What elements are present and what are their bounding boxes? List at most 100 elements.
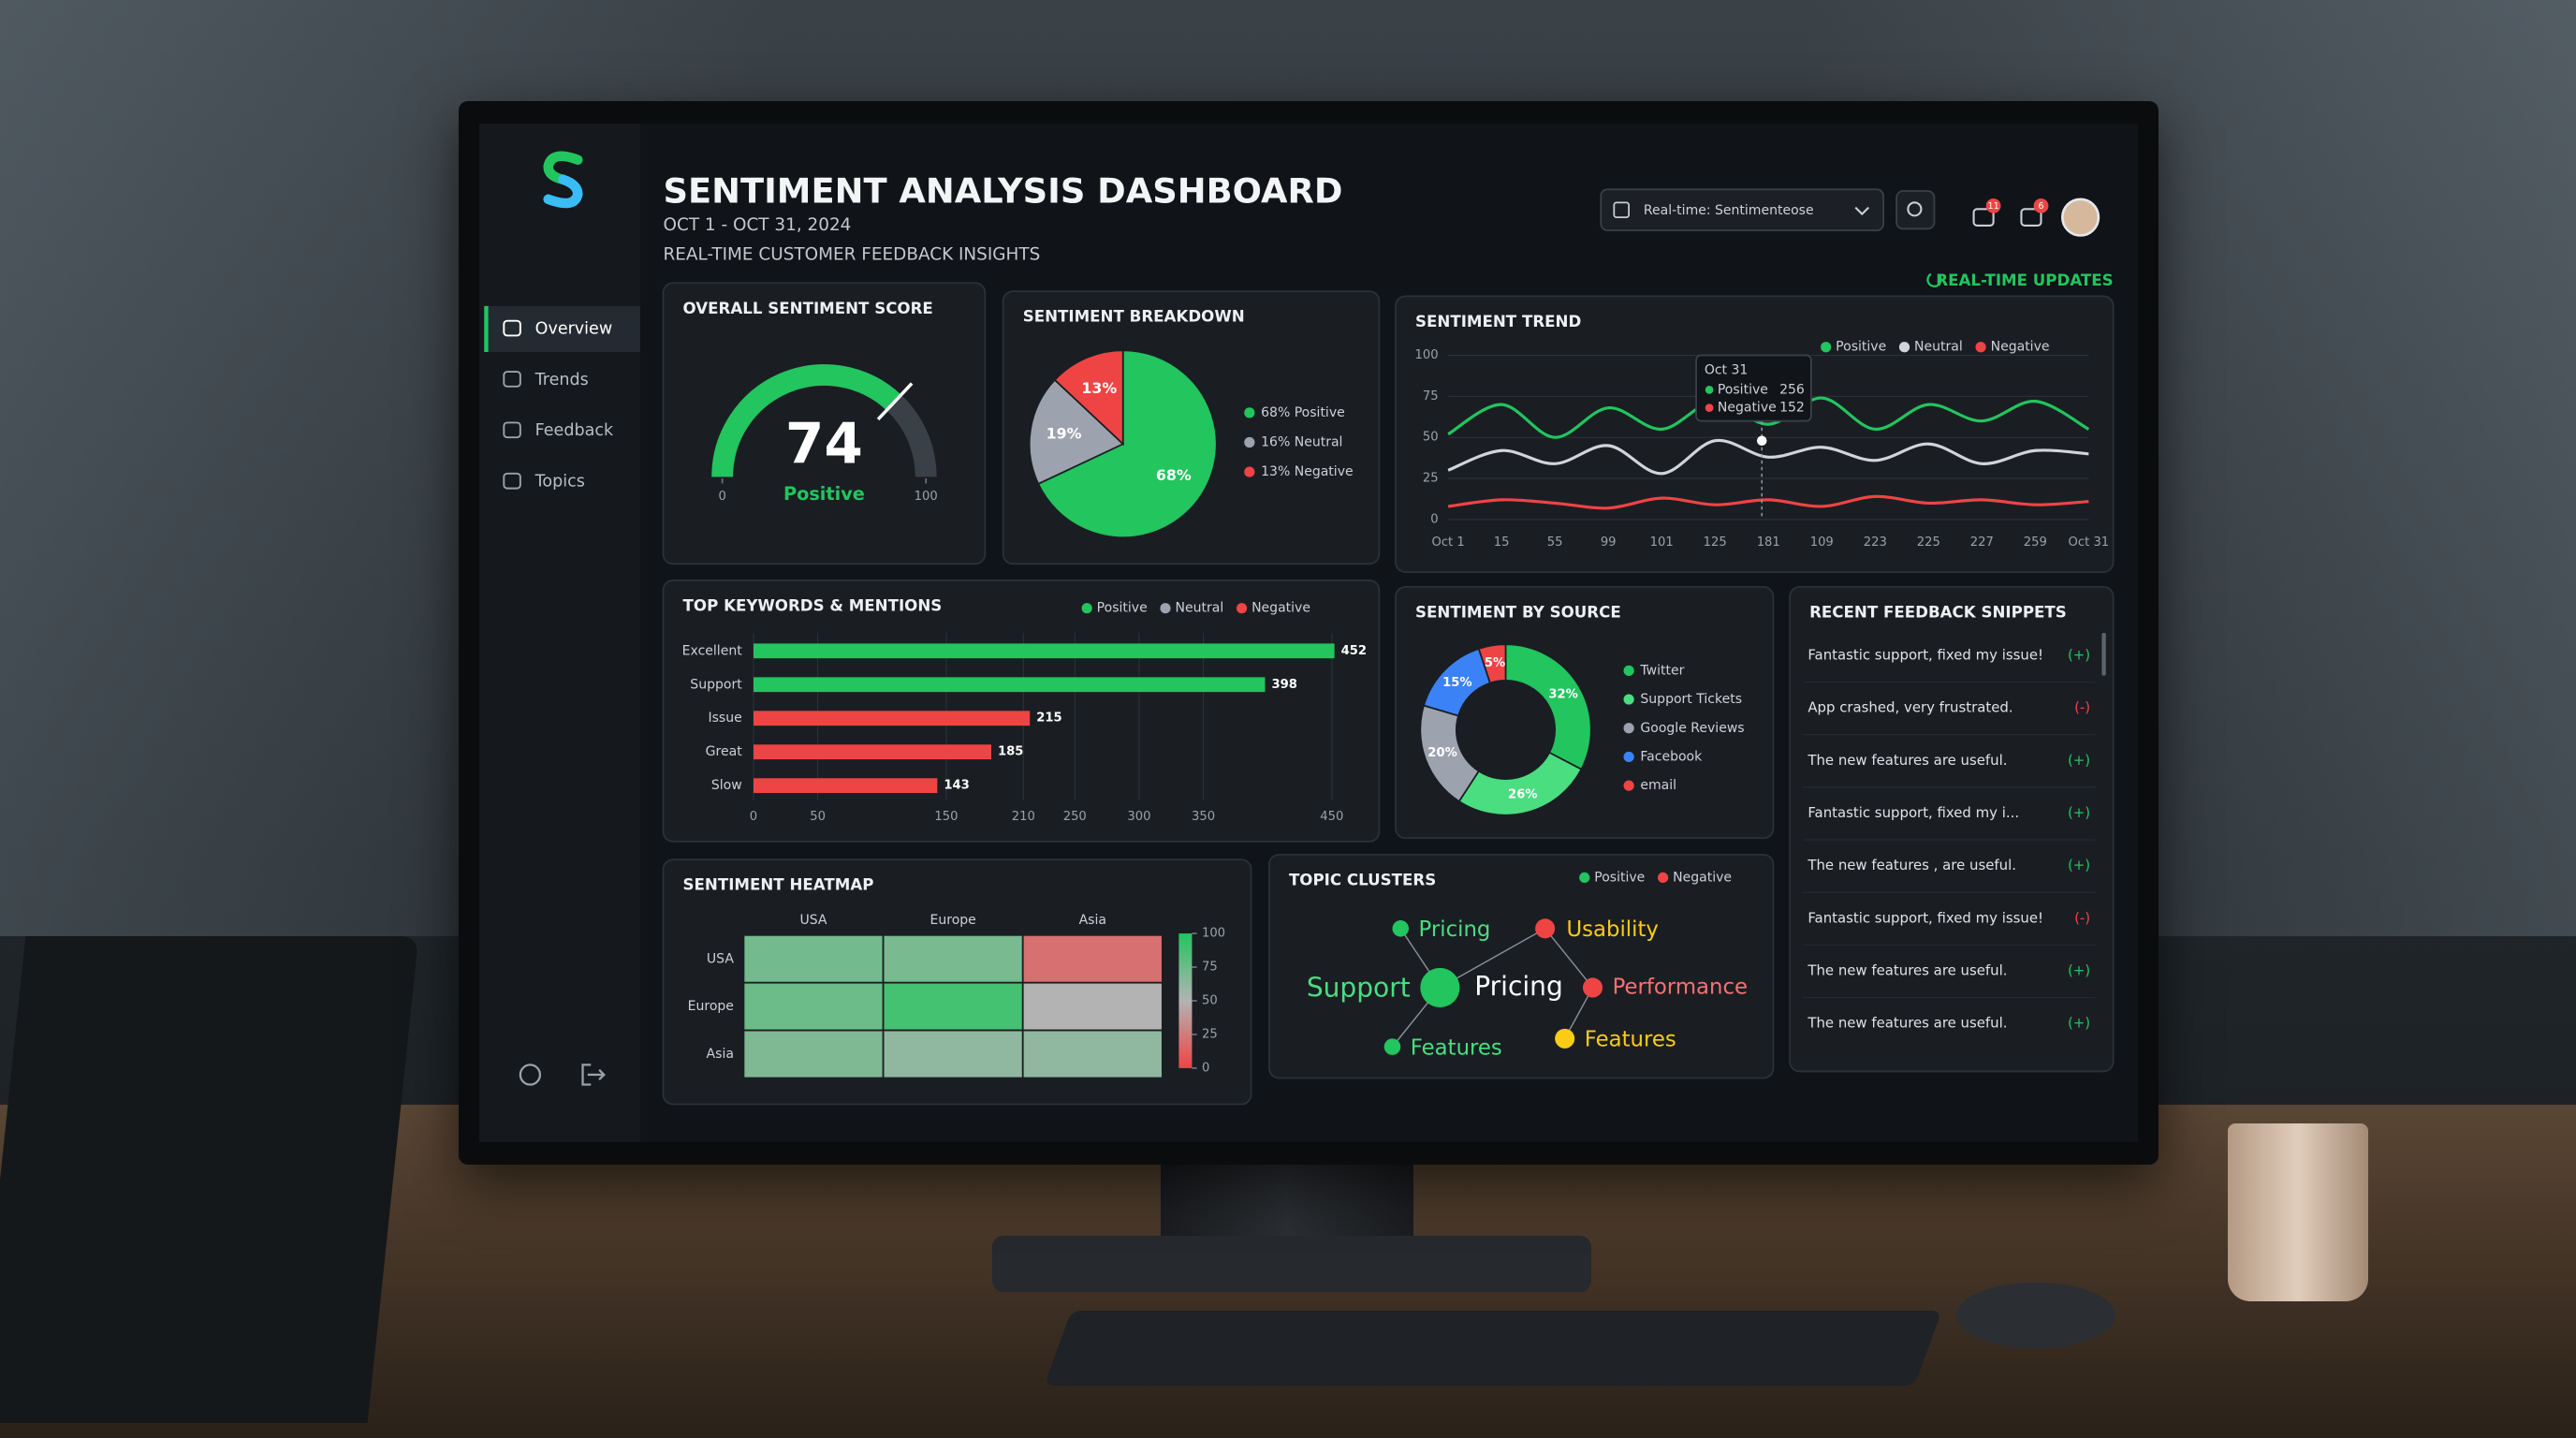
feedback-item[interactable]: The new features are useful. (+): [1807, 961, 2090, 978]
panel-title: OVERALL SENTIMENT SCORE: [683, 300, 933, 317]
bar: [753, 744, 992, 760]
cluster-label: Features: [1585, 1028, 1676, 1052]
nav-item[interactable]: Trends: [503, 371, 589, 389]
nav-item[interactable]: Overview: [484, 305, 640, 352]
cluster-label: Pricing: [1419, 917, 1491, 942]
search-button[interactable]: [1895, 190, 1936, 230]
legend-label: Positive: [1097, 601, 1148, 616]
legend-label: 68% Positive: [1261, 405, 1345, 420]
feedback-item[interactable]: The new features are useful. (+): [1807, 1015, 2090, 1032]
tooltip-title: Oct 31: [1705, 362, 1749, 377]
value-label: 452: [1341, 644, 1367, 658]
x-tick-label: 109: [1810, 536, 1834, 550]
x-tick-label: 50: [810, 810, 826, 824]
feedback-text: App crashed, very frustrated.: [1808, 699, 2012, 716]
notifications-button[interactable]: 6: [2020, 198, 2049, 227]
legend-label: 16% Neutral: [1261, 434, 1342, 449]
trend-line: [1447, 396, 2090, 439]
x-tick-label: 0: [750, 810, 757, 824]
cluster-node[interactable]: [1420, 967, 1460, 1008]
pie-slice: [1037, 349, 1218, 539]
category-label: Excellent: [682, 643, 743, 658]
gauge-value-text: 74: [785, 412, 863, 477]
panel-bg: [1789, 585, 2115, 1073]
panel-bg: [1268, 853, 1775, 1079]
legend-swatch: [1821, 342, 1832, 353]
donut-segment: [1457, 751, 1583, 816]
bar: [753, 711, 1031, 726]
legend-label: Neutral: [1914, 340, 1963, 355]
date-range: OCT 1 - OCT 31, 2024: [663, 215, 851, 235]
messages-button[interactable]: 11: [1972, 198, 2001, 227]
legend-label: Google Reviews: [1640, 721, 1744, 736]
chart-panel: SENTIMENT TREND 0 25 50 75 100 Oct 1 15 55 99 101 1…: [1395, 295, 2115, 573]
chart-panel: OVERALL SENTIMENT SCORE 74 Positive 0 100: [662, 282, 987, 565]
cluster-node[interactable]: [1383, 1038, 1401, 1055]
cluster-node[interactable]: [1582, 977, 1603, 998]
x-tick-label: 150: [934, 810, 958, 824]
cluster-node[interactable]: [1392, 920, 1410, 937]
feedback-tag: (-): [2074, 699, 2090, 716]
bar: [753, 643, 1335, 659]
y-tick-label: 0: [1430, 512, 1438, 526]
feedback-item[interactable]: The new features are useful. (+): [1807, 752, 2090, 769]
feedback-text: The new features , are useful.: [1807, 857, 2016, 873]
y-tick-label: 75: [1423, 389, 1439, 404]
scrollbar[interactable]: [2101, 633, 2106, 676]
legend-label: Neutral: [1176, 601, 1224, 616]
nav-item[interactable]: Feedback: [503, 421, 614, 440]
cluster-edge: [1544, 928, 1594, 989]
legend-swatch: [1244, 466, 1255, 477]
tooltip-point: [1756, 435, 1767, 446]
chevron: [1854, 206, 1870, 216]
panel-title: SENTIMENT TREND: [1415, 313, 1581, 330]
gauge-tick-label: 100: [915, 490, 938, 504]
panel-title: TOPIC CLUSTERS: [1289, 871, 1436, 888]
heat-cell: [742, 933, 885, 984]
nav-label: Trends: [534, 371, 589, 389]
logo: [543, 151, 583, 209]
category-label: Support: [690, 677, 742, 692]
legend-swatch: [1623, 665, 1634, 676]
nav-item[interactable]: Topics: [503, 473, 585, 492]
cluster-node[interactable]: [1535, 918, 1556, 939]
x-tick-label: 227: [1970, 536, 1994, 550]
nav-icon: [503, 421, 521, 439]
topic-clusters-panel: TOPIC CLUSTERS Positive Negative Pricing Usa…: [1268, 853, 1775, 1079]
x-tick-label: 225: [1917, 536, 1940, 550]
slice-label: 19%: [1046, 425, 1082, 443]
trend-line: [1447, 438, 2089, 476]
heat-cell: [882, 981, 1024, 1032]
badge-count: 6: [2038, 201, 2043, 212]
y-tick-label: 25: [1423, 472, 1439, 486]
source-selector[interactable]: Real-time: Sentimenteose: [1600, 188, 1884, 232]
feedback-item[interactable]: App crashed, very frustrated. (-): [1808, 699, 2090, 716]
feedback-item[interactable]: Fantastic support, fixed my issue! (-): [1808, 909, 2090, 926]
feedback-item[interactable]: Fantastic support, fixed my i... (+): [1808, 804, 2090, 821]
feedback-item[interactable]: Fantastic support, fixed my issue! (+): [1808, 647, 2090, 664]
selector-box: [1600, 188, 1884, 232]
trend-line: [1447, 494, 2089, 510]
value-label: 215: [1036, 712, 1061, 726]
feedback-tag: (+): [2068, 857, 2090, 873]
feedback-item[interactable]: The new features , are useful. (+): [1807, 857, 2090, 873]
nav-active-bg: [484, 305, 640, 352]
legend-swatch: [1623, 694, 1634, 705]
value-label: 185: [998, 745, 1023, 759]
x-tick-label: 259: [2024, 536, 2047, 550]
tooltip-name: Positive: [1718, 382, 1768, 397]
row-label: Asia: [707, 1047, 734, 1062]
legend-swatch: [1160, 603, 1171, 614]
nav-label: Feedback: [535, 421, 614, 440]
cluster-label: Features: [1411, 1035, 1502, 1060]
colorbar-label: 50: [1202, 993, 1218, 1007]
column-label: Asia: [1079, 913, 1106, 928]
panel-bg: [1395, 295, 2115, 573]
x-tick-label: 350: [1192, 810, 1215, 824]
settings-button[interactable]: [519, 1064, 542, 1086]
tooltip-name: Negative: [1718, 401, 1777, 416]
user-avatar[interactable]: [2060, 198, 2100, 237]
cluster-node[interactable]: [1555, 1028, 1575, 1049]
logout-button[interactable]: [581, 1064, 606, 1086]
